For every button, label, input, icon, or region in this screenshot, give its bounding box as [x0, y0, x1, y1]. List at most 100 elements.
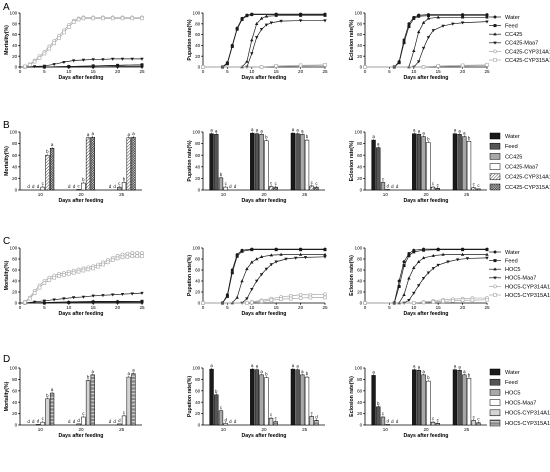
bar-cc425-cyp315a1 — [90, 136, 95, 191]
marker-cc425-maa7 — [81, 58, 86, 62]
legend-swatch — [489, 378, 501, 386]
bar-hoc5-cyp314a1 — [309, 416, 314, 426]
significance-letter: c — [432, 416, 435, 421]
x-tick-label: 20 — [261, 192, 267, 197]
bar-hoc5 — [380, 416, 386, 426]
marker-feed — [240, 249, 244, 253]
significance-letter: a — [251, 363, 254, 368]
y-tick-label: 0 — [198, 423, 201, 428]
significance-letter: a — [413, 128, 416, 133]
bar-cc425-cyp314a1 — [309, 185, 314, 191]
marker-hoc5-maa7 — [120, 293, 125, 296]
marker-cc425-cyp315a1 — [81, 16, 86, 21]
x-axis-title: Days after feeding — [242, 198, 287, 204]
significance-letter: d — [396, 184, 399, 189]
marker-hoc5-cyp315a1 — [115, 256, 120, 261]
marker-hoc5 — [115, 299, 120, 303]
marker-hoc5-maa7 — [52, 298, 56, 302]
significance-letter: d — [109, 419, 112, 424]
marker-cc425 — [259, 16, 264, 20]
marker-hoc5 — [140, 299, 144, 303]
marker-hoc5-cyp315a1 — [47, 278, 52, 282]
bar-cc425-maa7 — [426, 142, 431, 191]
y-tick-label: 80 — [195, 377, 201, 382]
significance-letter: a — [458, 364, 461, 369]
series-line — [24, 301, 143, 304]
marker-cc425 — [254, 22, 259, 25]
marker-cc425-maa7 — [120, 57, 125, 61]
series-cc425-cyp315a1 — [363, 63, 489, 69]
significance-letter: c — [382, 176, 385, 181]
marker-hoc5-cyp315a1 — [308, 295, 313, 300]
marker-hoc5-maa7 — [284, 257, 288, 261]
significance-letter: a — [292, 127, 295, 132]
marker-hoc5-maa7 — [294, 256, 298, 260]
marker-hoc5-cyp315a1 — [298, 296, 303, 300]
significance-letter: c — [118, 181, 121, 186]
marker-feed — [397, 61, 401, 65]
marker-hoc5-maa7 — [456, 258, 460, 262]
bar-hoc5-maa7 — [385, 424, 390, 426]
x-tick-label: 25 — [484, 69, 490, 74]
marker-hoc5-cyp315a1 — [130, 254, 135, 259]
marker-hoc5 — [412, 266, 416, 269]
bar-hoc5-cyp315a1 — [273, 421, 278, 426]
significance-letter: c — [473, 414, 476, 419]
marker-hoc5-cyp315a1 — [470, 298, 475, 303]
significance-letter: c — [82, 411, 85, 416]
marker-hoc5-cyp315a1 — [27, 296, 32, 301]
marker-hoc5-maa7 — [101, 294, 105, 298]
x-tick-label: 20 — [115, 69, 121, 74]
marker-hoc5 — [91, 299, 95, 303]
bar-hoc5 — [300, 374, 305, 426]
significance-letter: d — [27, 419, 30, 424]
legend-b: Water Feed CC425 CC425-Maa7 CC425-CYP314A1 CC… — [489, 132, 550, 191]
marker-hoc5-cyp315a1 — [485, 297, 489, 302]
y-axis-title: Eclosion rate(%) — [349, 255, 355, 296]
y-tick-label: 0 — [360, 301, 363, 306]
bar-hoc5 — [76, 423, 81, 426]
x-tick-label: 25 — [139, 69, 145, 74]
marker-feed — [230, 271, 234, 275]
bar-hoc5 — [259, 374, 264, 426]
bar-feed — [214, 394, 219, 426]
marker-hoc5 — [431, 253, 436, 257]
x-tick-label: 10 — [411, 69, 417, 74]
y-tick-label: 40 — [195, 279, 201, 284]
marker-cc425-maa7 — [254, 36, 259, 40]
marker-hoc5-cyp315a1 — [71, 270, 76, 275]
legend-swatch — [489, 173, 501, 181]
bar-cc425-cyp314a1 — [85, 137, 91, 191]
marker-feed — [299, 248, 303, 252]
marker-feed — [422, 248, 426, 252]
marker-hoc5 — [402, 292, 406, 296]
significance-letter: b — [220, 172, 223, 177]
marker-cc425-cyp315a1 — [47, 46, 52, 51]
marker-cc425-maa7 — [71, 59, 76, 63]
significance-letter: d — [234, 419, 237, 424]
bar-hoc5-cyp315a1 — [314, 420, 319, 426]
significance-letter: c — [225, 181, 228, 186]
marker-cc425-cyp315a1 — [130, 16, 135, 21]
series-cc425-cyp315a1 — [23, 16, 144, 69]
marker-hoc5-maa7 — [426, 271, 431, 275]
x-tick-label: 10 — [249, 305, 255, 310]
bar-hoc5-cyp314a1 — [45, 398, 50, 426]
y-tick-label: 60 — [195, 268, 201, 273]
significance-letter: b — [468, 135, 471, 140]
significance-letter: c — [42, 181, 45, 186]
significance-letter: b — [306, 371, 309, 376]
y-tick-label: 60 — [357, 388, 363, 393]
bar-hoc5-cyp314a1 — [126, 376, 131, 426]
marker-hoc5-cyp315a1 — [140, 254, 144, 259]
marker-cc425 — [67, 64, 71, 68]
marker-feed — [426, 14, 430, 18]
marker-feed — [493, 259, 497, 263]
x-axis-title: Days after feeding — [59, 311, 104, 317]
series-water — [201, 12, 327, 69]
y-tick-label: 60 — [357, 32, 363, 37]
series-hoc5-cyp314a1 — [23, 251, 144, 304]
significance-letter: d — [68, 184, 71, 189]
y-axis-title: Mortality(%) — [4, 146, 10, 176]
y-tick-label: 20 — [195, 411, 201, 416]
